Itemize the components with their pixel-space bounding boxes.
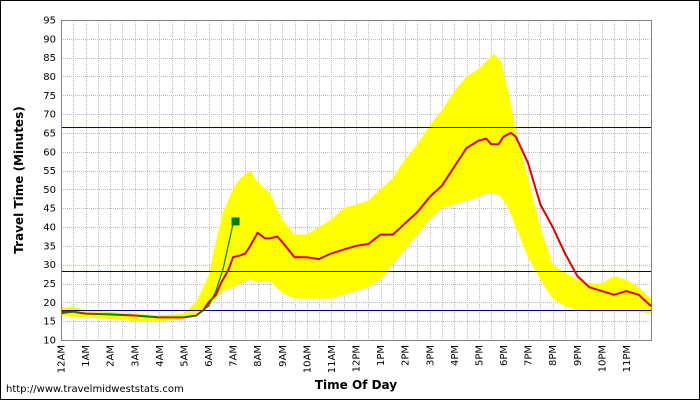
x-tick-label: 3PM <box>425 345 436 366</box>
y-tick-label: 55 <box>43 166 56 177</box>
current-travel-time-marker <box>231 217 240 226</box>
x-tick-label: 3AM <box>130 345 141 367</box>
x-tick-label: 6PM <box>499 345 510 366</box>
x-tick-label: 4AM <box>155 345 166 367</box>
x-tick-label: 9PM <box>573 345 584 366</box>
y-tick-label: 40 <box>43 223 56 234</box>
x-tick-label: 12AM <box>57 345 68 373</box>
x-tick-label: 11PM <box>622 345 633 372</box>
y-tick-label: 60 <box>43 147 56 158</box>
x-tick-label: 4PM <box>450 345 461 366</box>
y-tick-label: 80 <box>43 72 56 83</box>
y-tick-label: 85 <box>43 53 56 64</box>
y-tick-label: 45 <box>43 204 56 215</box>
x-tick-label: 7AM <box>229 345 240 367</box>
average-travel-time-line <box>61 131 652 319</box>
y-tick-label: 10 <box>43 336 56 347</box>
x-tick-label: 10PM <box>597 345 608 372</box>
x-tick-label: 5AM <box>179 345 190 367</box>
y-tick-label: 75 <box>43 91 56 102</box>
y-tick-label: 70 <box>43 110 56 121</box>
y-tick-label: 50 <box>43 185 56 196</box>
x-tick-label: 8AM <box>253 345 264 367</box>
x-tick-label: 7PM <box>524 345 535 366</box>
x-tick-label: 1PM <box>376 345 387 366</box>
x-axis-title: Time Of Day <box>315 378 397 392</box>
today-travel-time-line <box>60 220 236 318</box>
source-website-link[interactable]: http://www.travelmidweststats.com <box>6 384 184 395</box>
reference-lines <box>61 127 651 311</box>
x-tick-label: 2AM <box>106 345 117 367</box>
y-tick-label: 20 <box>43 298 56 309</box>
x-tick-label: 8PM <box>548 345 559 366</box>
plot-border <box>61 20 652 341</box>
x-tick-label: 5PM <box>474 345 485 366</box>
y-tick-label: 15 <box>43 317 56 328</box>
y-tick-label: 95 <box>43 16 56 27</box>
x-tick-label: 9AM <box>278 345 289 367</box>
variability-band <box>61 53 651 322</box>
x-tick-label: 1AM <box>81 345 92 367</box>
y-tick-label: 90 <box>43 34 56 45</box>
x-tick-label: 2PM <box>401 345 412 366</box>
x-tick-label: 10AM <box>302 345 313 373</box>
x-tick-label: 11AM <box>327 345 338 373</box>
y-tick-label: 65 <box>43 128 56 139</box>
y-tick-label: 35 <box>43 241 56 252</box>
y-tick-label: 30 <box>43 260 56 271</box>
y-axis-title: Travel Time (Minutes) <box>12 106 26 253</box>
y-tick-label: 25 <box>43 279 56 290</box>
x-tick-label: 6AM <box>204 345 215 367</box>
x-tick-label: 12PM <box>352 345 363 372</box>
